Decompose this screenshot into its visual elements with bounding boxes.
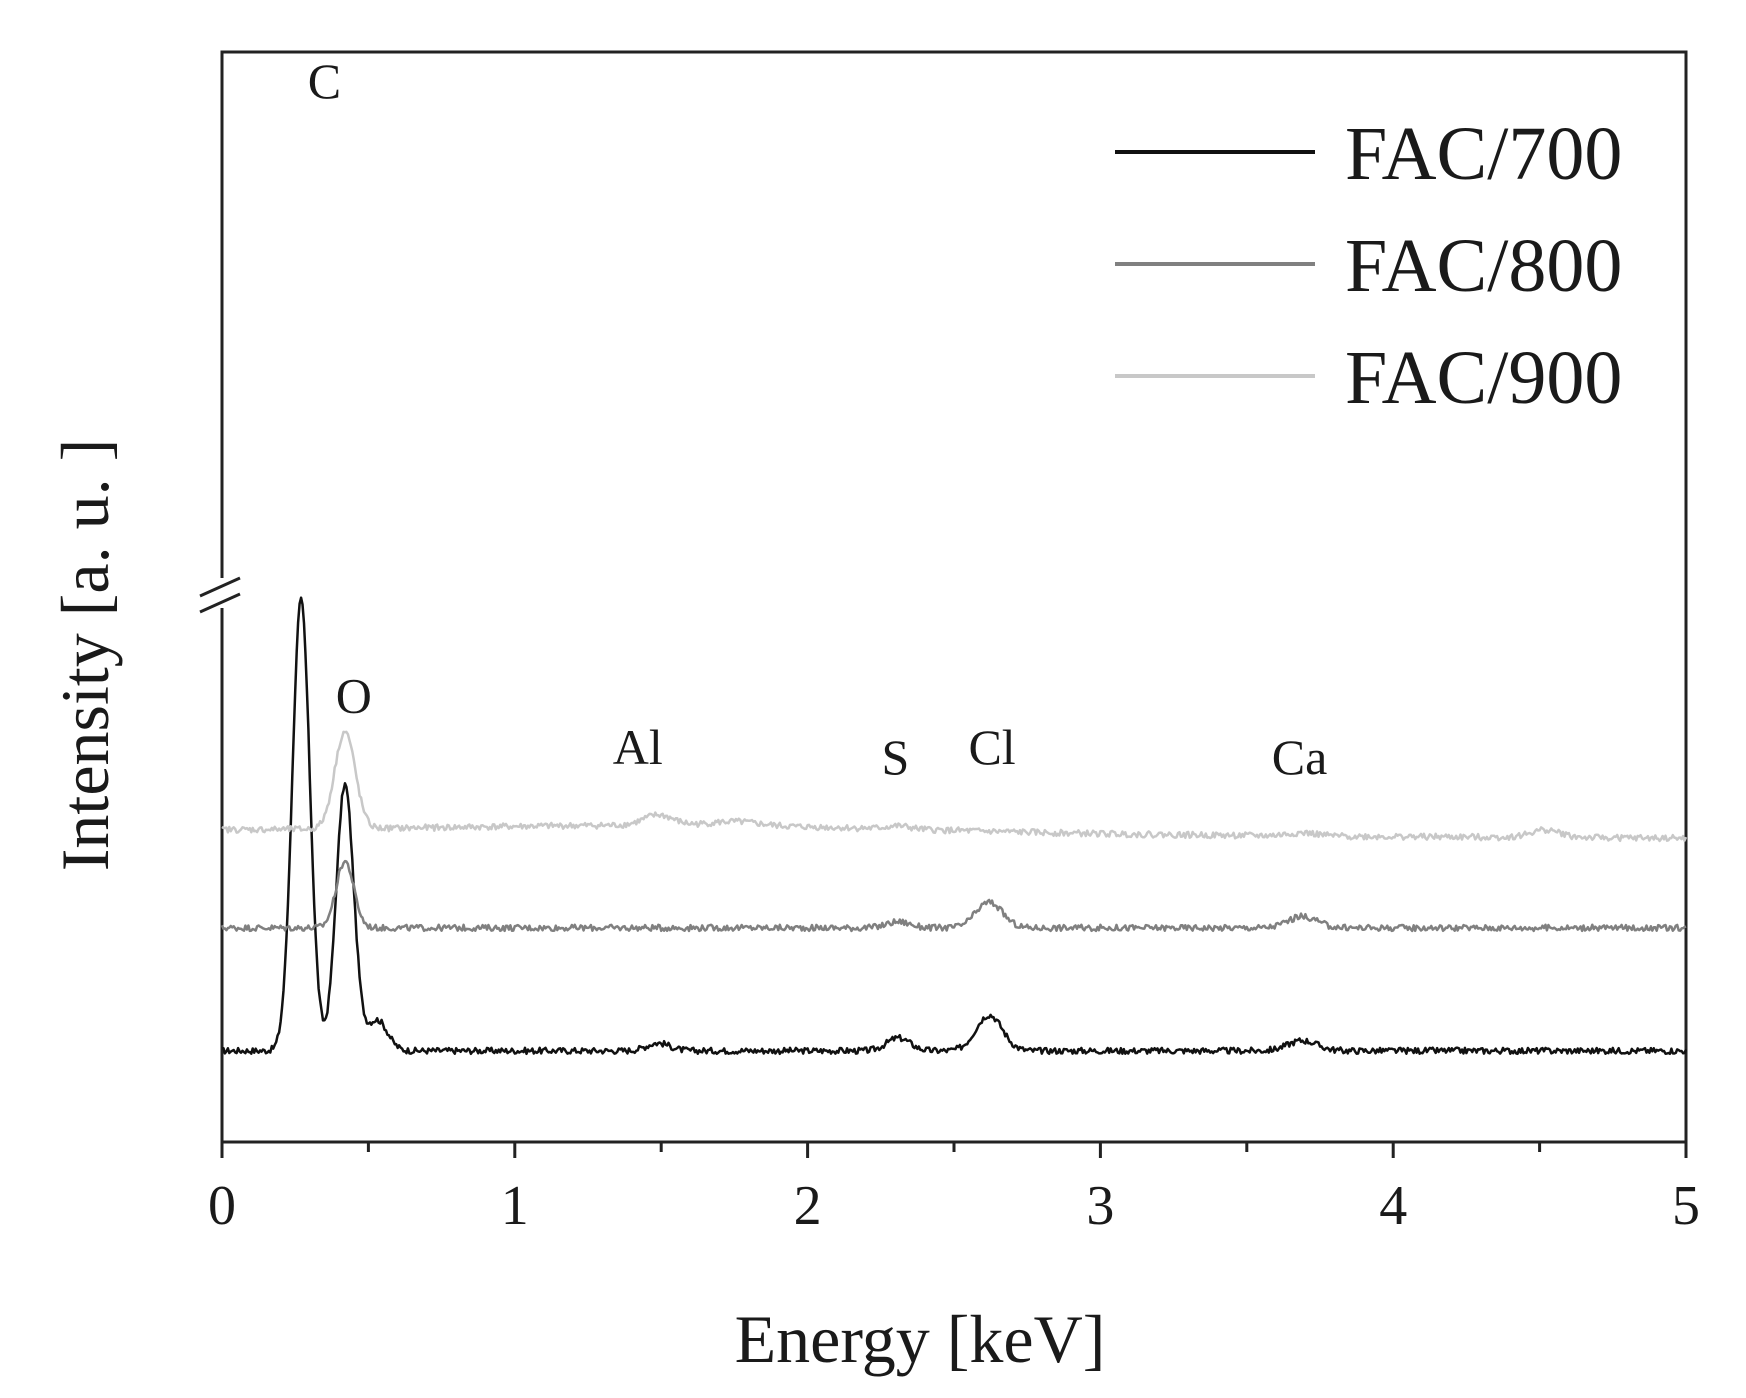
series-layer (220, 578, 1688, 1056)
axis-break-gap (250, 578, 290, 596)
peak-annotations: C O Al S Cl Ca (308, 53, 1327, 785)
legend: FAC/700 FAC/800 FAC/900 (1115, 112, 1622, 420)
series-line-fac-800 (220, 859, 1687, 933)
x-tick-label: 1 (501, 1175, 529, 1237)
x-axis-ticks (220, 1142, 1688, 1158)
legend-label: FAC/700 (1345, 112, 1622, 196)
x-tick-label: 3 (1086, 1175, 1114, 1237)
legend-label: FAC/800 (1345, 224, 1622, 308)
peak-label: Al (613, 719, 663, 775)
x-tick-label: 4 (1379, 1175, 1407, 1237)
y-axis-break (196, 576, 250, 614)
x-tick-label: 5 (1672, 1175, 1700, 1237)
x-tick-label: 2 (794, 1175, 822, 1237)
x-tick-label: 0 (208, 1175, 236, 1237)
series-line-fac-900 (221, 730, 1688, 843)
x-axis-label: Energy [keV] (735, 1301, 1106, 1377)
peak-label: S (882, 729, 910, 785)
y-axis-label: Intensity [a. u. ] (47, 439, 123, 871)
peak-label: O (336, 668, 372, 724)
peak-label: Ca (1272, 729, 1328, 785)
peak-label: C (308, 53, 341, 109)
series-line-fac-700 (221, 596, 1688, 1056)
x-tick-labels: 0 1 2 3 4 5 (208, 1175, 1700, 1237)
legend-label: FAC/900 (1345, 336, 1622, 420)
peak-label: Cl (968, 719, 1015, 775)
plot-frame (220, 50, 1688, 1144)
